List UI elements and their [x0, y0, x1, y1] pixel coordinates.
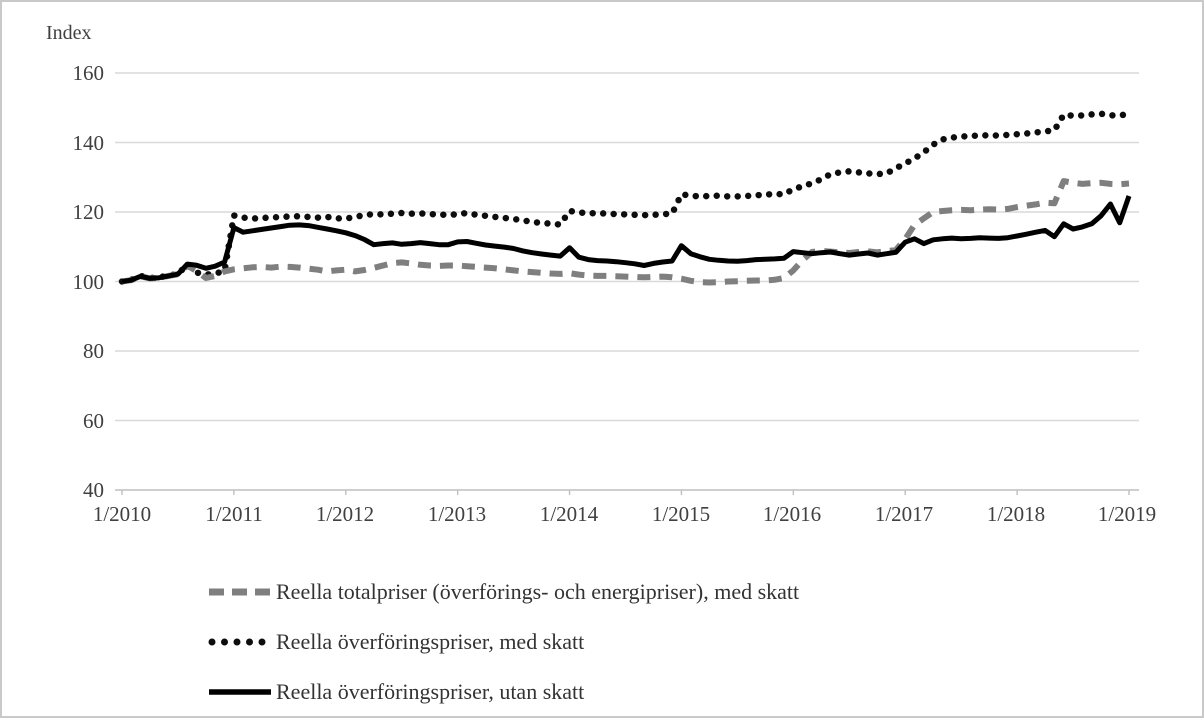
x-tick-label: 1/2012 — [315, 502, 375, 526]
y-tick-label: 80 — [83, 339, 104, 363]
legend-item-overforing-utan-skatt: Reella överföringspriser, utan skatt — [207, 677, 584, 707]
legend-dotted-line-icon — [208, 638, 273, 646]
y-tick-label: 40 — [83, 478, 104, 502]
legend-label: Reella överföringspriser, med skatt — [276, 629, 585, 654]
legend-label: Reella överföringspriser, utan skatt — [276, 679, 585, 704]
x-tick-label: 1/2015 — [651, 502, 711, 526]
x-tick-label: 1/2018 — [986, 502, 1046, 526]
x-tick-label: 1/2016 — [762, 502, 822, 526]
y-tick-label: 120 — [72, 200, 105, 224]
x-tick-label: 1/2011 — [205, 502, 263, 526]
y-tick-label: 160 — [72, 61, 105, 85]
legend-dashed-line-icon — [209, 588, 271, 596]
x-tick-label: 1/2014 — [539, 502, 599, 526]
legend-item-totalpriser: Reella totalpriser (överförings- och ene… — [207, 577, 799, 607]
x-tick-label: 1/2010 — [92, 502, 152, 526]
x-tick-label: 1/2013 — [427, 502, 487, 526]
y-tick-label: 60 — [83, 409, 104, 433]
x-tick-label: 1/2019 — [1097, 502, 1157, 526]
series-dashed-line — [121, 178, 1130, 286]
legend-item-overforing-med-skatt: Reella överföringspriser, med skatt — [207, 627, 584, 657]
legend-label: Reella totalpriser (överförings- och ene… — [276, 579, 800, 604]
x-tick-label: 1/2017 — [874, 502, 934, 526]
y-tick-label: 100 — [72, 270, 105, 294]
series-dotted-line — [118, 110, 1133, 285]
series-solid-line — [121, 195, 1132, 284]
y-axis-title: Index — [46, 22, 92, 44]
plot-area — [115, 72, 1139, 495]
legend-solid-line-icon — [209, 689, 271, 695]
y-tick-label: 140 — [72, 131, 105, 155]
